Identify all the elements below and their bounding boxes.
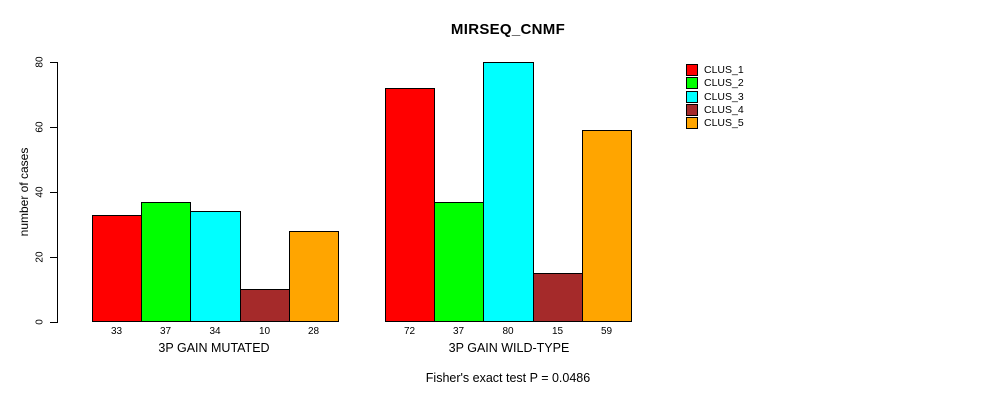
bar-clus_5-group2 [582, 130, 632, 322]
bar-value-label: 28 [307, 326, 320, 337]
bar-clus_3-group1 [190, 211, 241, 322]
legend-label: CLUS_5 [704, 117, 744, 129]
y-tick-label: 0 [34, 319, 46, 325]
legend-swatch-clus_2 [686, 77, 698, 89]
y-axis-tick [50, 192, 58, 193]
chart-title: MIRSEQ_CNMF [450, 21, 566, 38]
x-category-label-mutated: 3P GAIN MUTATED [158, 341, 270, 355]
y-axis-tick [50, 62, 58, 63]
bar-clus_2-group1 [141, 202, 191, 322]
legend-label: CLUS_2 [704, 77, 744, 89]
bar-clus_5-group1 [289, 231, 339, 322]
legend-label: CLUS_1 [704, 64, 744, 76]
bar-value-label: 33 [110, 326, 123, 337]
bar-value-label: 10 [258, 326, 271, 337]
x-category-label-wild-type: 3P GAIN WILD-TYPE [448, 341, 570, 355]
y-tick-label: 60 [34, 121, 46, 133]
legend: CLUS_1 CLUS_2 CLUS_3 CLUS_4 CLUS_5 [686, 64, 796, 136]
bar-clus_4-group1 [240, 289, 290, 322]
bar-clus_3-group2 [483, 62, 534, 322]
bar-value-label: 37 [452, 326, 465, 337]
legend-item-clus_5: CLUS_5 [686, 117, 744, 129]
bar-value-label: 15 [551, 326, 564, 337]
bar-clus_2-group2 [434, 202, 484, 322]
y-axis-tick [50, 322, 58, 323]
bar-clus_4-group2 [533, 273, 583, 322]
legend-swatch-clus_5 [686, 117, 698, 129]
bar-value-label: 34 [209, 326, 221, 337]
bar-clus_1-group2 [385, 88, 435, 322]
legend-label: CLUS_3 [704, 91, 744, 103]
footnote-fisher-test: Fisher's exact test P = 0.0486 [425, 371, 591, 385]
legend-item-clus_4: CLUS_4 [686, 104, 744, 116]
y-axis-tick [50, 127, 58, 128]
y-tick-label: 20 [34, 251, 46, 263]
legend-swatch-clus_1 [686, 64, 698, 76]
y-axis-tick [50, 257, 58, 258]
bar-value-label: 80 [502, 326, 514, 337]
bar-value-label: 72 [403, 326, 416, 337]
legend-swatch-clus_3 [686, 91, 698, 103]
bar-value-label: 59 [600, 326, 613, 337]
legend-item-clus_2: CLUS_2 [686, 77, 744, 89]
bar-value-label: 37 [159, 326, 172, 337]
legend-item-clus_3: CLUS_3 [686, 91, 744, 103]
bar-clus_1-group1 [92, 215, 142, 322]
y-tick-label: 80 [34, 56, 46, 68]
y-tick-label: 40 [34, 186, 46, 198]
legend-swatch-clus_4 [686, 104, 698, 116]
legend-label: CLUS_4 [704, 104, 744, 116]
legend-item-clus_1: CLUS_1 [686, 64, 744, 76]
